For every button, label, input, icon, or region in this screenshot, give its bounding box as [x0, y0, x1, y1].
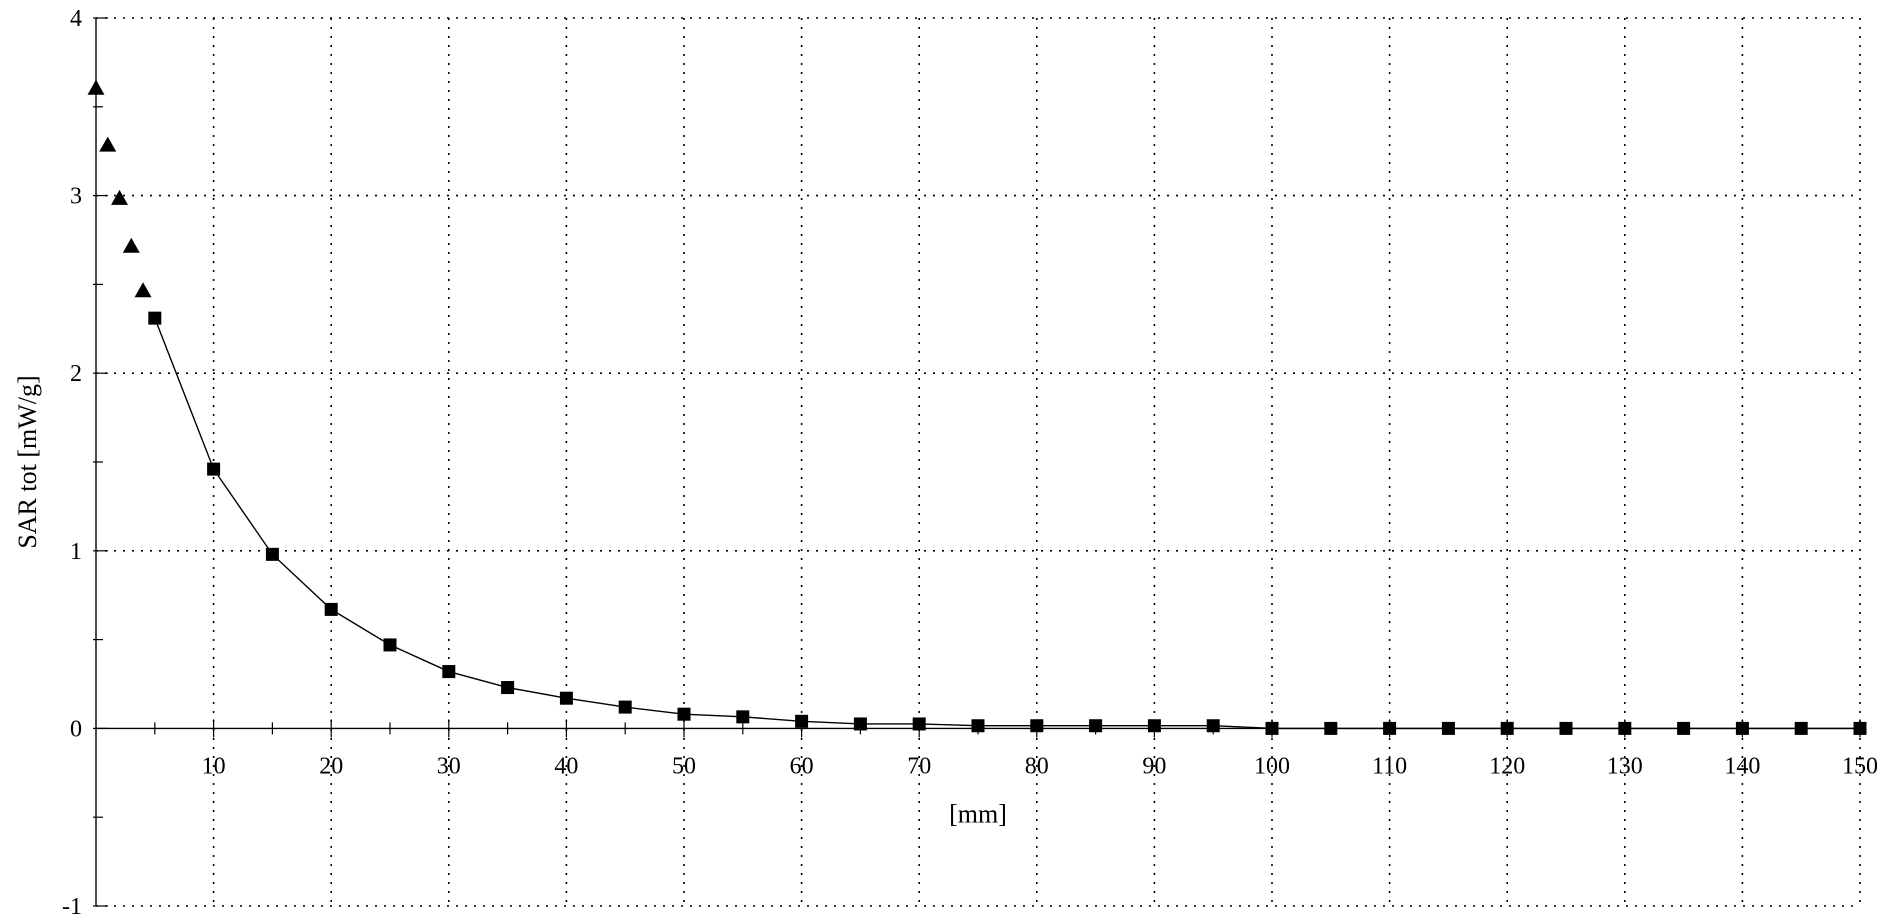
data-point-square [1206, 719, 1220, 733]
data-point-square [1677, 721, 1691, 735]
y-tick-label: 2 [70, 361, 82, 387]
series-line [154, 317, 1860, 730]
data-point-square [795, 714, 809, 728]
data-point-square [1618, 721, 1632, 735]
data-point-square [1265, 721, 1279, 735]
data-point-square [853, 717, 867, 731]
data-point-square [912, 717, 926, 731]
x-tick-label: 140 [1724, 753, 1760, 779]
tick-labels: -1 0 1 2 3 4 10 20 30 40 50 60 70 80 90 100 110 120 130 140… [62, 6, 1878, 920]
x-tick-label: 80 [1025, 753, 1049, 779]
x-tick-label: 120 [1489, 753, 1525, 779]
series [87, 79, 1867, 735]
data-point-square [618, 700, 632, 714]
data-point-square [148, 311, 162, 325]
data-point-square [1030, 719, 1044, 733]
y-tick-label: 1 [70, 539, 82, 565]
x-tick-label: 50 [672, 753, 696, 779]
x-axis-title: [mm] [949, 799, 1007, 828]
data-point-square [559, 691, 573, 705]
x-tick-label: 130 [1607, 753, 1643, 779]
x-tick-label: 30 [437, 753, 461, 779]
data-point-square [1500, 721, 1514, 735]
x-tick-label: 100 [1254, 753, 1290, 779]
data-point-triangle [134, 282, 152, 298]
x-tick-label: 40 [554, 753, 578, 779]
data-point-square [971, 719, 985, 733]
grid [96, 17, 1861, 907]
data-point-square [677, 707, 691, 721]
y-tick-label: 4 [70, 6, 82, 32]
data-point-square [442, 665, 456, 679]
data-point-square [207, 462, 221, 476]
data-point-square [1147, 719, 1161, 733]
axes [93, 17, 1861, 907]
x-tick-label: 60 [790, 753, 814, 779]
x-tick-label: 20 [319, 753, 343, 779]
data-point-square [501, 681, 515, 695]
y-axis-title: SAR tot [mW/g] [13, 375, 42, 548]
data-point-square [265, 547, 279, 561]
x-tick-label: 10 [202, 753, 226, 779]
x-tick-label: 110 [1372, 753, 1407, 779]
x-tick-label: 70 [907, 753, 931, 779]
data-point-triangle [99, 136, 117, 152]
data-point-square [1441, 721, 1455, 735]
y-tick-label: -1 [62, 894, 82, 920]
data-point-square [1324, 721, 1338, 735]
data-point-triangle [111, 189, 129, 205]
y-tick-label: 0 [70, 716, 82, 742]
data-point-triangle [122, 237, 140, 253]
data-point-square [1853, 721, 1867, 735]
data-point-triangle [87, 79, 105, 95]
x-tick-label: 90 [1142, 753, 1166, 779]
data-point-square [736, 710, 750, 724]
x-tick-label: 150 [1842, 753, 1878, 779]
data-point-square [1383, 721, 1397, 735]
data-point-square [324, 602, 338, 616]
data-point-square [1794, 721, 1808, 735]
data-point-square [1559, 721, 1573, 735]
y-tick-label: 3 [70, 184, 82, 210]
data-point-square [383, 638, 397, 652]
data-point-square [1735, 721, 1749, 735]
data-point-square [1089, 719, 1103, 733]
